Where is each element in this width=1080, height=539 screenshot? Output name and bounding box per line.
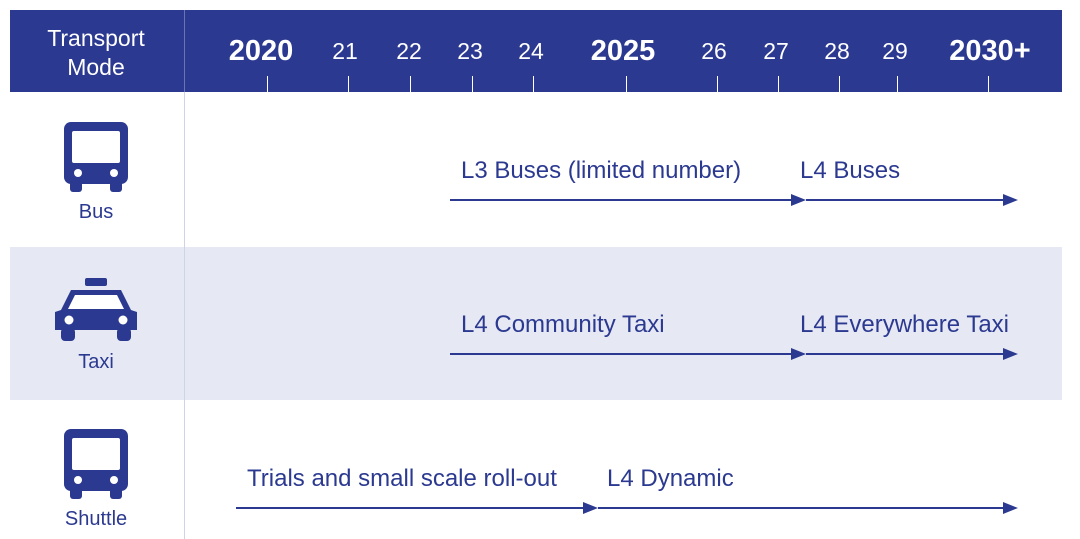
year-label: 21 [332, 38, 358, 64]
mode-label-bus: Bus [78, 201, 114, 223]
year-tick [778, 76, 779, 92]
year-label: 29 [882, 38, 908, 64]
year-tick [839, 76, 840, 92]
year-label: 2030+ [949, 35, 1031, 67]
year-label: 24 [518, 38, 544, 64]
year-label: 23 [457, 38, 483, 64]
arrowhead [1003, 348, 1018, 360]
year-tick [410, 76, 411, 92]
segment-label: L4 Buses [800, 157, 901, 184]
timeline-header [10, 10, 1062, 92]
segment-label: L4 Community Taxi [461, 311, 665, 338]
segment-label: L3 Buses (limited number) [461, 157, 742, 184]
year-tick [988, 76, 989, 92]
shuttle-icon [64, 429, 128, 499]
year-tick [267, 76, 268, 92]
row-band-taxi [10, 247, 1062, 400]
year-label: 26 [701, 38, 727, 64]
mode-label-shuttle: Shuttle [64, 508, 128, 530]
year-label: 22 [396, 38, 422, 64]
segment-label: Trials and small scale roll-out [247, 465, 557, 492]
mode-column-divider [184, 92, 185, 539]
year-label: 27 [763, 38, 789, 64]
arrowhead [791, 348, 806, 360]
arrowhead [583, 502, 598, 514]
year-label: 2020 [228, 35, 294, 67]
header-divider [184, 10, 185, 92]
year-tick [897, 76, 898, 92]
arrowhead [1003, 194, 1018, 206]
year-label: 2025 [590, 35, 656, 67]
column-title: Transport Mode [47, 25, 145, 80]
year-tick [717, 76, 718, 92]
arrowhead [791, 194, 806, 206]
year-tick [348, 76, 349, 92]
taxi-icon [55, 278, 137, 341]
year-tick [533, 76, 534, 92]
year-label: 28 [824, 38, 850, 64]
arrowhead [1003, 502, 1018, 514]
year-tick [472, 76, 473, 92]
segment-label: L4 Dynamic [607, 465, 734, 492]
bus-icon [64, 122, 128, 192]
segment-label: L4 Everywhere Taxi [800, 311, 1009, 338]
year-tick [626, 76, 627, 92]
mode-label-taxi: Taxi [78, 351, 114, 373]
